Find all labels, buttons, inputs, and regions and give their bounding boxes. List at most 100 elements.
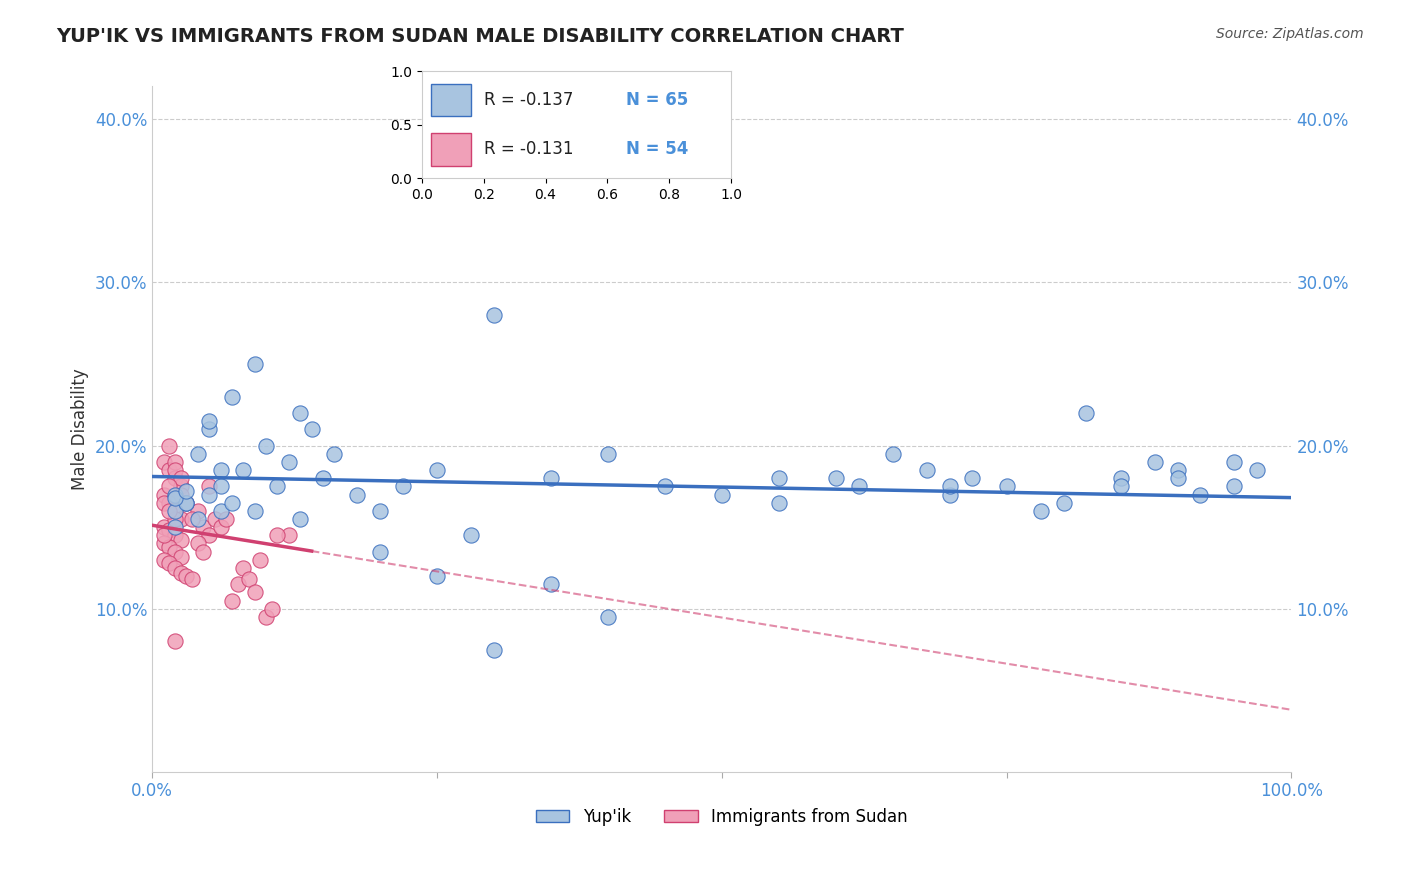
Point [157, 556, 180, 570]
Point [169, 533, 191, 548]
Point [204, 512, 226, 526]
Point [391, 479, 413, 493]
Point [169, 549, 191, 564]
Point [254, 438, 277, 452]
Text: R = -0.131: R = -0.131 [484, 141, 574, 159]
Point [176, 496, 198, 510]
Point [243, 504, 266, 518]
Point [426, 463, 449, 477]
Point [301, 422, 323, 436]
Point [176, 569, 198, 583]
Point [277, 528, 299, 542]
Point [221, 496, 243, 510]
Point [1223, 455, 1246, 469]
Point [163, 561, 186, 575]
Point [768, 496, 790, 510]
Point [198, 528, 221, 542]
Point [169, 487, 191, 501]
Point [654, 479, 676, 493]
Point [152, 553, 174, 567]
Point [163, 504, 186, 518]
Point [163, 520, 186, 534]
Point [152, 455, 174, 469]
Point [1076, 406, 1098, 420]
Bar [432, 84, 471, 116]
Point [198, 487, 221, 501]
Point [277, 455, 299, 469]
Point [266, 479, 288, 493]
Point [198, 422, 221, 436]
Point [163, 504, 186, 518]
Point [163, 544, 186, 558]
Point [169, 471, 191, 485]
Point [209, 504, 232, 518]
Point [1109, 471, 1132, 485]
Point [157, 479, 180, 493]
Point [169, 566, 191, 580]
Legend: Yup'ik, Immigrants from Sudan: Yup'ik, Immigrants from Sudan [530, 801, 914, 832]
Text: N = 65: N = 65 [626, 91, 688, 109]
Point [915, 463, 938, 477]
Point [157, 524, 180, 538]
Point [596, 447, 619, 461]
Point [254, 610, 277, 624]
Point [176, 484, 198, 499]
Point [1167, 463, 1189, 477]
Point [249, 553, 271, 567]
Point [226, 577, 249, 591]
Point [157, 504, 180, 518]
Point [482, 642, 505, 657]
Point [232, 561, 254, 575]
Point [221, 390, 243, 404]
Point [157, 496, 180, 510]
Y-axis label: Male Disability: Male Disability [72, 368, 89, 490]
Point [482, 308, 505, 322]
Point [312, 471, 335, 485]
Point [157, 438, 180, 452]
Point [1167, 471, 1189, 485]
Point [596, 610, 619, 624]
Point [163, 634, 186, 648]
Point [152, 496, 174, 510]
Point [232, 463, 254, 477]
Point [157, 540, 180, 554]
Point [215, 512, 238, 526]
Point [152, 528, 174, 542]
Point [187, 512, 209, 526]
Point [540, 471, 562, 485]
Point [169, 479, 191, 493]
Point [221, 593, 243, 607]
Point [710, 487, 733, 501]
Point [848, 479, 870, 493]
Point [209, 479, 232, 493]
Point [1143, 455, 1166, 469]
Point [198, 479, 221, 493]
Point [157, 463, 180, 477]
Text: Source: ZipAtlas.com: Source: ZipAtlas.com [1216, 27, 1364, 41]
Point [187, 536, 209, 550]
Point [540, 577, 562, 591]
Point [163, 463, 186, 477]
Point [938, 479, 960, 493]
Bar [432, 134, 471, 166]
Point [163, 487, 186, 501]
Point [346, 487, 368, 501]
Point [176, 496, 198, 510]
Text: YUP'IK VS IMMIGRANTS FROM SUDAN MALE DISABILITY CORRELATION CHART: YUP'IK VS IMMIGRANTS FROM SUDAN MALE DIS… [56, 27, 904, 45]
Point [1029, 504, 1052, 518]
Point [243, 357, 266, 371]
Point [243, 585, 266, 599]
Point [1109, 479, 1132, 493]
Point [1052, 496, 1074, 510]
Point [152, 536, 174, 550]
Point [368, 544, 391, 558]
Point [209, 463, 232, 477]
Point [882, 447, 904, 461]
Point [176, 496, 198, 510]
Point [198, 414, 221, 428]
Point [962, 471, 984, 485]
Point [163, 491, 186, 505]
Point [169, 512, 191, 526]
Point [1246, 463, 1268, 477]
Text: R = -0.137: R = -0.137 [484, 91, 574, 109]
